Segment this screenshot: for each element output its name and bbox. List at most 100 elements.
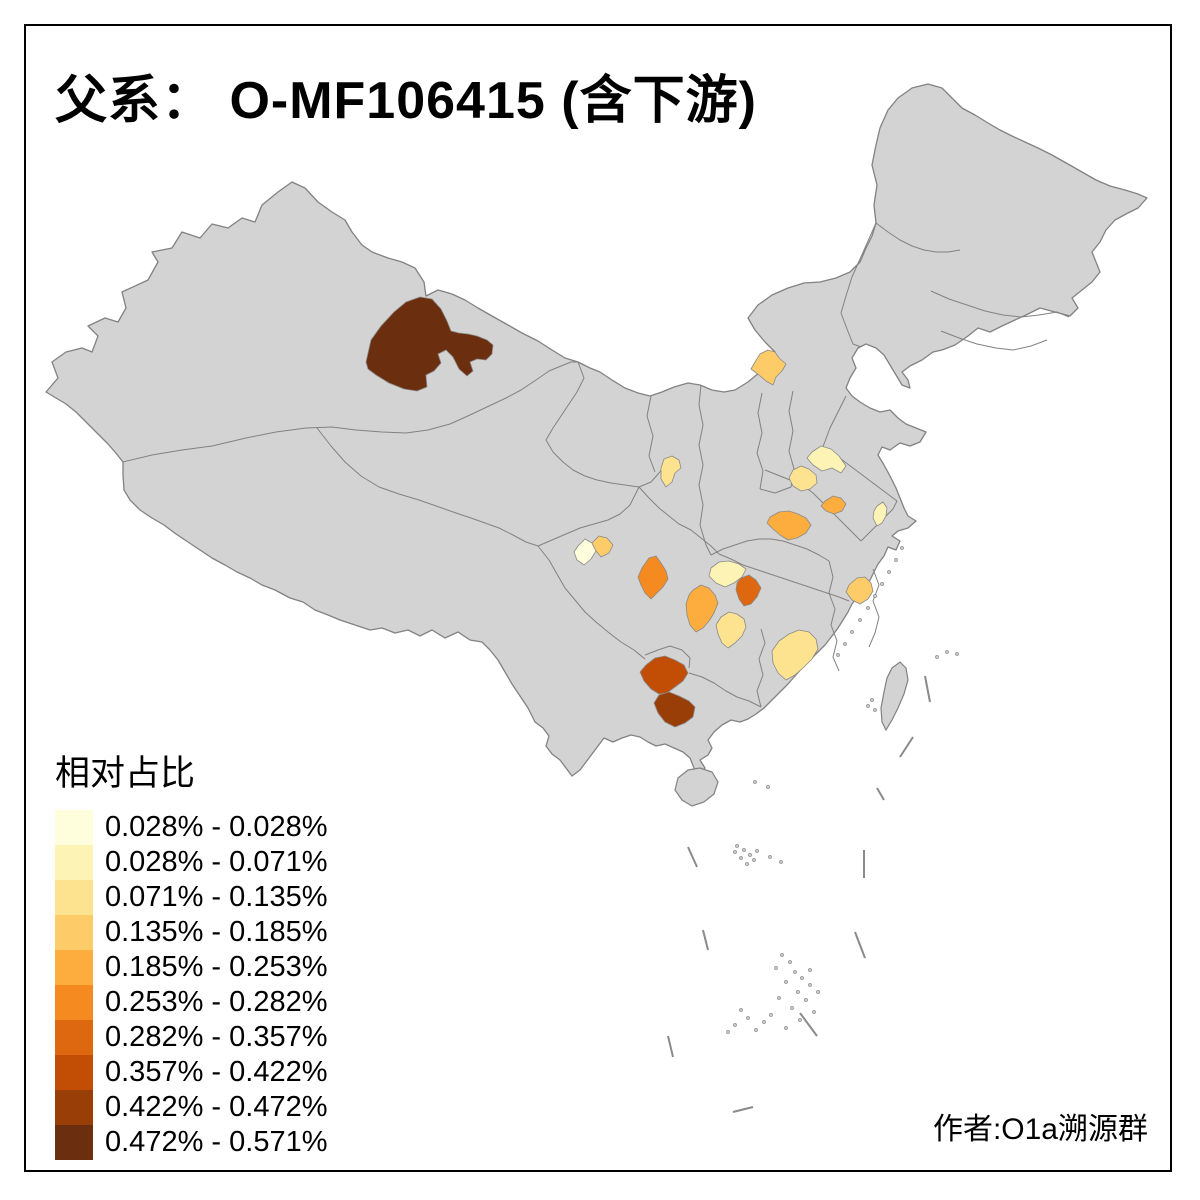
- small-island-dot-9: [766, 785, 770, 789]
- province-border-17: [868, 568, 880, 648]
- small-island-dot-25: [798, 1018, 802, 1022]
- small-island-dot-18: [808, 983, 812, 987]
- province-border-11: [840, 222, 877, 348]
- sea-dash-segment-8: [667, 1035, 674, 1058]
- small-island-dot-36: [955, 652, 959, 656]
- small-island-dot-22: [790, 1006, 794, 1010]
- region-henan-north: [788, 465, 818, 492]
- mainland-china-shape: [45, 83, 1148, 777]
- small-island-dot-35: [945, 650, 949, 654]
- small-island-dot-10: [768, 855, 772, 859]
- legend-swatch-3: [55, 915, 93, 950]
- small-island-dot-50: [836, 653, 840, 657]
- province-border-26: [875, 222, 961, 253]
- small-island-dot-21: [804, 998, 808, 1002]
- small-island-dot-46: [866, 606, 870, 610]
- small-island-dot-42: [894, 558, 898, 562]
- legend-label-4: 0.185% - 0.253%: [105, 951, 328, 983]
- sea-dash-segment-5: [702, 929, 709, 951]
- region-hunan-west: [735, 574, 762, 607]
- legend-label-6: 0.282% - 0.357%: [105, 1021, 328, 1053]
- small-island-dot-43: [887, 570, 891, 574]
- small-island-dot-44: [880, 582, 884, 586]
- small-island-dot-4: [752, 858, 756, 862]
- legend-swatch-9: [55, 1125, 93, 1160]
- small-island-dot-15: [793, 970, 797, 974]
- legend-label-9: 0.472% - 0.571%: [105, 1126, 328, 1158]
- map-layers: [45, 83, 1148, 1113]
- small-island-dot-24: [769, 1013, 773, 1017]
- province-border-21: [644, 645, 691, 669]
- small-island-dot-6: [733, 850, 737, 854]
- small-island-dot-27: [762, 1020, 766, 1024]
- small-island-dot-23: [812, 1010, 816, 1014]
- legend-row-8: 0.422% - 0.472%: [55, 1090, 327, 1125]
- legend-swatch-5: [55, 985, 93, 1020]
- small-island-dot-37: [935, 655, 939, 659]
- region-sichuan-south: [637, 555, 669, 600]
- province-border-20: [537, 486, 640, 547]
- sea-dash-segment-2: [876, 787, 885, 801]
- small-island-dot-29: [746, 1016, 750, 1020]
- province-border-7: [698, 384, 712, 556]
- sea-dash-segment-1: [899, 736, 914, 758]
- region-north-hebei: [750, 349, 787, 386]
- legend-row-1: 0.028% - 0.071%: [55, 845, 327, 880]
- legend-label-5: 0.253% - 0.282%: [105, 986, 328, 1018]
- region-anhui-central: [820, 495, 847, 515]
- legend-swatch-2: [55, 880, 93, 915]
- legend-row-7: 0.357% - 0.422%: [55, 1055, 327, 1090]
- legend-swatch-6: [55, 1020, 93, 1055]
- region-gansu-lanzhou: [660, 455, 682, 488]
- legend-row-4: 0.185% - 0.253%: [55, 950, 327, 985]
- small-island-dot-13: [788, 960, 792, 964]
- province-border-1: [316, 427, 539, 547]
- small-island-dot-33: [808, 968, 812, 972]
- region-xinjiang-northwest: [365, 296, 494, 392]
- province-border-25: [710, 538, 830, 562]
- legend-row-6: 0.282% - 0.357%: [55, 1020, 327, 1055]
- small-island-dot-28: [754, 1028, 758, 1032]
- small-island-dot-30: [739, 1008, 743, 1012]
- small-island-dot-49: [843, 642, 847, 646]
- small-island-dot-16: [800, 976, 804, 980]
- province-border-18: [756, 628, 766, 708]
- legend: 相对占比 0.028% - 0.028% 0.028% - 0.071% 0.071…: [55, 745, 327, 1160]
- small-island-dot-2: [748, 853, 752, 857]
- province-border-10: [759, 486, 792, 494]
- small-island-dot-48: [850, 630, 854, 634]
- province-border-13: [940, 330, 1048, 351]
- legend-label-3: 0.135% - 0.185%: [105, 916, 328, 948]
- province-border-15: [812, 492, 862, 542]
- legend-label-7: 0.357% - 0.422%: [105, 1056, 328, 1088]
- legend-row-5: 0.253% - 0.282%: [55, 985, 327, 1020]
- small-island-dot-19: [796, 990, 800, 994]
- region-guizhou-southeast: [715, 611, 747, 649]
- small-island-dot-12: [780, 953, 784, 957]
- island-taiwan: [880, 661, 909, 732]
- region-hunan-northwest: [708, 560, 747, 588]
- legend-swatch-7: [55, 1055, 93, 1090]
- small-island-dot-26: [784, 1026, 788, 1030]
- small-island-dot-34: [816, 990, 820, 994]
- region-sichuan-chengdu-east: [591, 535, 614, 558]
- sea-dash-segment-7: [799, 1012, 818, 1037]
- region-yunnan-east: [639, 655, 689, 695]
- region-guizhou-east: [685, 584, 719, 633]
- small-island-dot-40: [873, 708, 877, 712]
- legend-label-2: 0.071% - 0.135%: [105, 881, 328, 913]
- region-jiangsu-east: [872, 501, 888, 527]
- small-island-dot-32: [726, 1030, 730, 1034]
- legend-swatch-1: [55, 845, 93, 880]
- province-border-2: [545, 361, 664, 488]
- small-island-dot-14: [774, 966, 778, 970]
- small-island-dot-31: [733, 1023, 737, 1027]
- map-title: 父系： O-MF106415 (含下游): [55, 72, 757, 130]
- small-island-dot-38: [870, 698, 874, 702]
- legend-swatch-4: [55, 950, 93, 985]
- sea-dash-segment-9: [732, 1106, 754, 1113]
- legend-row-3: 0.135% - 0.185%: [55, 915, 327, 950]
- legend-swatch-0: [55, 810, 93, 845]
- small-island-dot-11: [779, 860, 783, 864]
- region-henan-south: [766, 510, 812, 541]
